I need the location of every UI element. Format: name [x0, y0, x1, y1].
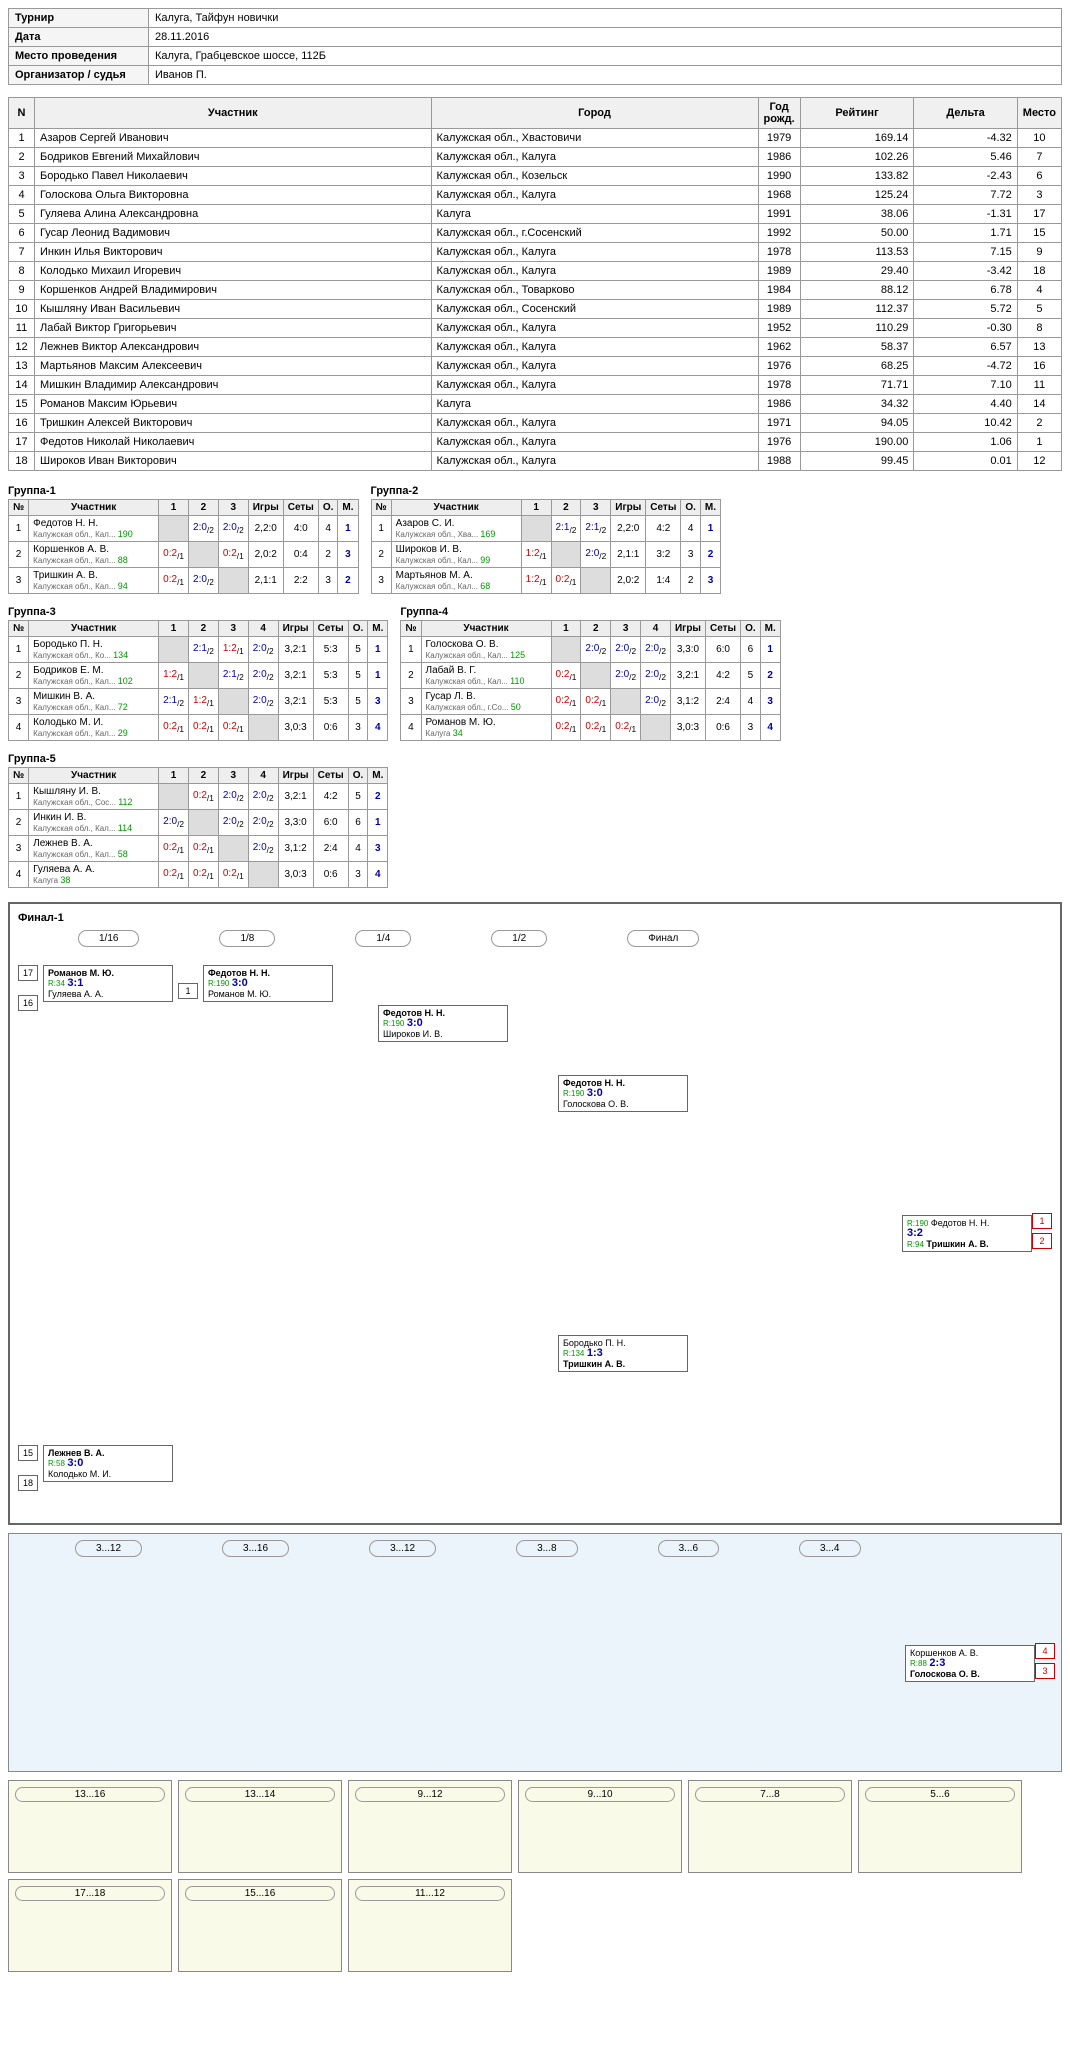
col-header: N — [9, 98, 35, 129]
participant-row: 18Широков Иван ВикторовичКалужская обл.,… — [9, 452, 1062, 471]
participants-table: NУчастникГородГод рожд.РейтингДельтаМест… — [8, 97, 1062, 471]
value: 28.11.2016 — [149, 28, 1062, 47]
participant-row: 8Колодько Михаил ИгоревичКалужская обл.,… — [9, 262, 1062, 281]
label: Дата — [9, 28, 149, 47]
col-header: Год рожд. — [758, 98, 800, 129]
seed: 16 — [18, 995, 38, 1011]
participant-row: 7Инкин Илья ВикторовичКалужская обл., Ка… — [9, 243, 1062, 262]
final-pos: 3 — [1035, 1663, 1055, 1679]
stage-label: 3...16 — [222, 1540, 289, 1557]
seed: 17 — [18, 965, 38, 981]
participant-row: 5Гуляева Алина АлександровнаКалуга199138… — [9, 205, 1062, 224]
placement-bracket: 13...16 — [8, 1780, 172, 1873]
final-node: R:190 Федотов Н. Н. 3:2 R:94 Тришкин А. … — [902, 1215, 1032, 1252]
final-pos: 4 — [1035, 1643, 1055, 1659]
participant-row: 11Лабай Виктор ГригорьевичКалужская обл.… — [9, 319, 1062, 338]
bracket-node: Коршенков А. В.R:88 2:3Голоскова О. В. — [905, 1645, 1035, 1682]
value: Калуга, Грабцевское шоссе, 112Б — [149, 47, 1062, 66]
placement-bracket: 17...18 — [8, 1879, 172, 1972]
stage-label: 1/2 — [491, 930, 547, 947]
seed: 1 — [178, 983, 198, 999]
stage-labels: 1/16 1/8 1/4 1/2 Финал — [18, 930, 1052, 947]
participant-row: 16Тришкин Алексей ВикторовичКалужская об… — [9, 414, 1062, 433]
tournament-info: ТурнирКалуга, Тайфун новички Дата28.11.2… — [8, 8, 1062, 85]
bracket-title: Финал-1 — [18, 912, 1052, 924]
final-bracket: Финал-1 1/16 1/8 1/4 1/2 Финал R:190 Федотов… — [8, 902, 1062, 1525]
participant-row: 15Романов Максим ЮрьевичКалуга198634.324… — [9, 395, 1062, 414]
stage-label: 3...12 — [75, 1540, 142, 1557]
group: Группа-1№Участник123ИгрыСетыО.М.1Федотов… — [8, 485, 359, 594]
bracket-node: Федотов Н. Н.R:190 3:0Широков И. В. — [378, 1005, 508, 1042]
label: Место проведения — [9, 47, 149, 66]
value: Калуга, Тайфун новички — [149, 9, 1062, 28]
participant-row: 1Азаров Сергей ИвановичКалужская обл., Х… — [9, 129, 1062, 148]
placement-bracket: 11...12 — [348, 1879, 512, 1972]
participant-row: 14Мишкин Владимир АлександровичКалужская… — [9, 376, 1062, 395]
col-header: Участник — [35, 98, 432, 129]
bracket-node: Федотов Н. Н.R:190 3:0Голоскова О. В. — [558, 1075, 688, 1112]
consolation-3-12: 3...12 3...16 3...12 3...8 3...6 3...4 Коршен… — [8, 1533, 1062, 1772]
bracket-tree: R:190 Федотов Н. Н. 3:2 R:94 Тришкин А. … — [18, 955, 1052, 1515]
final-pos-1: 1 — [1032, 1213, 1052, 1229]
placement-bracket: 9...10 — [518, 1780, 682, 1873]
group: Группа-4№Участник1234ИгрыСетыО.М.1Голоск… — [400, 606, 780, 741]
bracket-node: Романов М. Ю.R:34 3:1Гуляева А. А. — [43, 965, 173, 1002]
bracket-node: Лежнев В. А.R:58 3:0Колодько М. И. — [43, 1445, 173, 1482]
bracket-node: Бородько П. Н.R:134 1:3Тришкин А. В. — [558, 1335, 688, 1372]
stage-label: 3...8 — [516, 1540, 577, 1557]
group: Группа-3№Участник1234ИгрыСетыО.М.1Бородь… — [8, 606, 388, 741]
bracket-node: Федотов Н. Н.R:190 3:0Романов М. Ю. — [203, 965, 333, 1002]
label: Организатор / судья — [9, 66, 149, 85]
placement-brackets: 13...1613...149...129...107...85...6 17..… — [8, 1780, 1062, 1972]
groups-container: Группа-1№Участник123ИгрыСетыО.М.1Федотов… — [8, 485, 1062, 888]
participant-row: 4Голоскова Ольга ВикторовнаКалужская обл… — [9, 186, 1062, 205]
group: Группа-5№Участник1234ИгрыСетыО.М.1Кышлян… — [8, 753, 388, 888]
stage-label: 3...6 — [658, 1540, 719, 1557]
group: Группа-2№Участник123ИгрыСетыО.М.1Азаров … — [371, 485, 722, 594]
placement-bracket: 15...16 — [178, 1879, 342, 1972]
col-header: Рейтинг — [800, 98, 914, 129]
participant-row: 9Коршенков Андрей ВладимировичКалужская … — [9, 281, 1062, 300]
final-pos-2: 2 — [1032, 1233, 1052, 1249]
participant-row: 3Бородько Павел НиколаевичКалужская обл.… — [9, 167, 1062, 186]
participant-row: 6Гусар Леонид ВадимовичКалужская обл., г… — [9, 224, 1062, 243]
participant-row: 12Лежнев Виктор АлександровичКалужская о… — [9, 338, 1062, 357]
participant-row: 17Федотов Николай НиколаевичКалужская об… — [9, 433, 1062, 452]
seed: 18 — [18, 1475, 38, 1491]
col-header: Место — [1017, 98, 1061, 129]
seed: 15 — [18, 1445, 38, 1461]
consolation-labels: 3...12 3...16 3...12 3...8 3...6 3...4 — [15, 1540, 1055, 1557]
placement-bracket: 13...14 — [178, 1780, 342, 1873]
stage-label: 3...4 — [799, 1540, 860, 1557]
col-header: Город — [431, 98, 758, 129]
placement-bracket: 7...8 — [688, 1780, 852, 1873]
stage-label: 1/8 — [219, 930, 275, 947]
stage-label: 3...12 — [369, 1540, 436, 1557]
participant-row: 10Кышляну Иван ВасильевичКалужская обл.,… — [9, 300, 1062, 319]
placement-bracket: 9...12 — [348, 1780, 512, 1873]
col-header: Дельта — [914, 98, 1017, 129]
stage-label: 1/16 — [78, 930, 139, 947]
participant-row: 13Мартьянов Максим АлексеевичКалужская о… — [9, 357, 1062, 376]
value: Иванов П. — [149, 66, 1062, 85]
placement-bracket: 5...6 — [858, 1780, 1022, 1873]
stage-label: 1/4 — [355, 930, 411, 947]
stage-label: Финал — [627, 930, 699, 947]
label: Турнир — [9, 9, 149, 28]
consolation-tree: Коршенков А. В.R:88 2:3Голоскова О. В. 4… — [15, 1565, 1055, 1765]
participant-row: 2Бодриков Евгений МихайловичКалужская об… — [9, 148, 1062, 167]
